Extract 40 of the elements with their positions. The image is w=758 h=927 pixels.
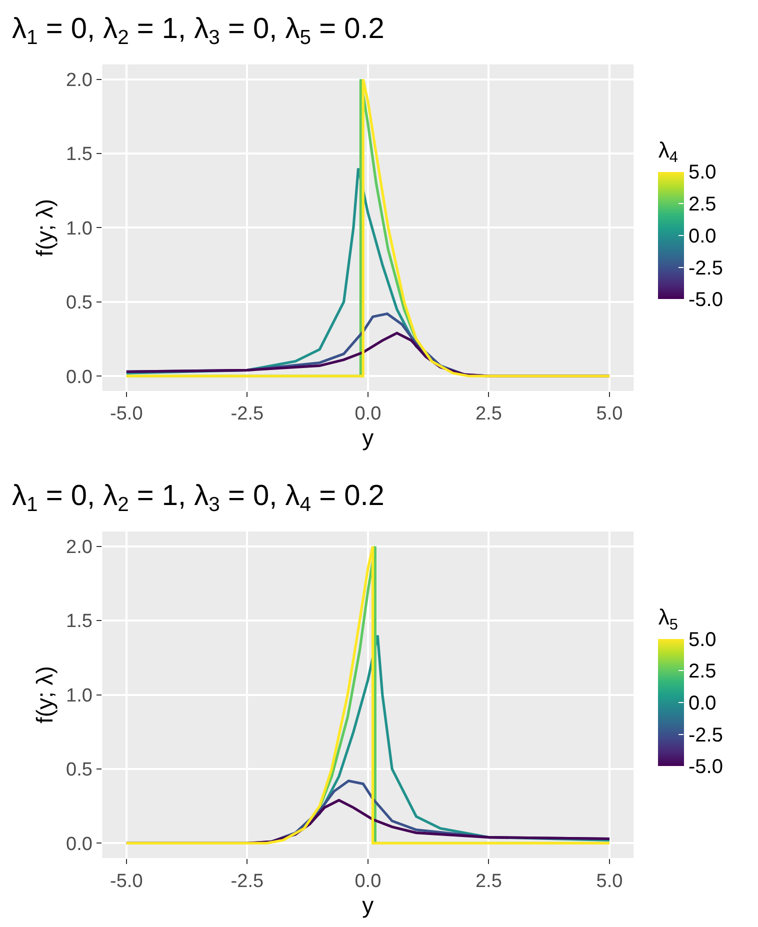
x-tick-label: -2.5 (230, 870, 264, 892)
color-bar-label: -2.5 (688, 257, 723, 280)
x-tick-label: 2.5 (475, 404, 502, 425)
x-tick-label: -2.5 (230, 404, 264, 425)
color-bar-title: λ$_{4}$ (658, 138, 678, 166)
y-tick-label: 1.0 (66, 218, 92, 240)
x-tick-label: 5.0 (596, 870, 623, 892)
y-axis-title: f(y; λ) (31, 198, 58, 256)
x-tick-label: -5.0 (110, 404, 143, 425)
color-bar-label: 0.0 (688, 225, 716, 248)
x-tick-label: -5.0 (110, 870, 143, 892)
y-tick-label: 0.0 (66, 366, 92, 388)
color-bar-label: -5.0 (688, 756, 723, 778)
y-tick-label: 2.0 (66, 70, 92, 91)
x-tick-label: 0.0 (354, 870, 382, 892)
color-bar-title: λ$_{5}$ (658, 604, 678, 634)
color-bar-label: 2.5 (688, 660, 716, 683)
y-tick-label: 1.5 (66, 611, 92, 632)
y-tick-label: 0.5 (66, 760, 92, 781)
x-tick-label: 0.0 (354, 404, 382, 425)
line-series (125, 78, 611, 378)
x-axis-title: y (362, 892, 374, 918)
color-bar-label: -5.0 (688, 289, 723, 312)
x-axis-title: y (362, 424, 374, 451)
y-tick-label: 2.0 (66, 537, 92, 558)
line-series (125, 545, 611, 845)
x-tick-label: 2.5 (475, 870, 502, 892)
y-tick-label: 0.0 (66, 834, 92, 855)
chart-title: λ$_{1}$ = 0, λ$_{2}$ = 1, λ$_{3}$ = 0, λ$_{5}$ = 0.2 (12, 13, 384, 50)
color-bar-label: 5.0 (688, 628, 716, 651)
y-tick-label: 1.0 (66, 685, 92, 706)
color-bar-label: 0.0 (688, 692, 716, 715)
color-bar-label: 5.0 (688, 162, 716, 184)
chart-title: λ$_{1}$ = 0, λ$_{2}$ = 1, λ$_{3}$ = 0, λ$_{4}$ = 0.2 (12, 480, 384, 516)
y-tick-label: 1.5 (66, 144, 92, 166)
color-bar-label: 2.5 (688, 194, 716, 216)
y-axis-title: f(y; λ) (31, 666, 58, 724)
y-tick-label: 0.5 (66, 292, 92, 314)
color-bar-label: -2.5 (688, 724, 723, 746)
x-tick-label: 5.0 (596, 404, 623, 425)
